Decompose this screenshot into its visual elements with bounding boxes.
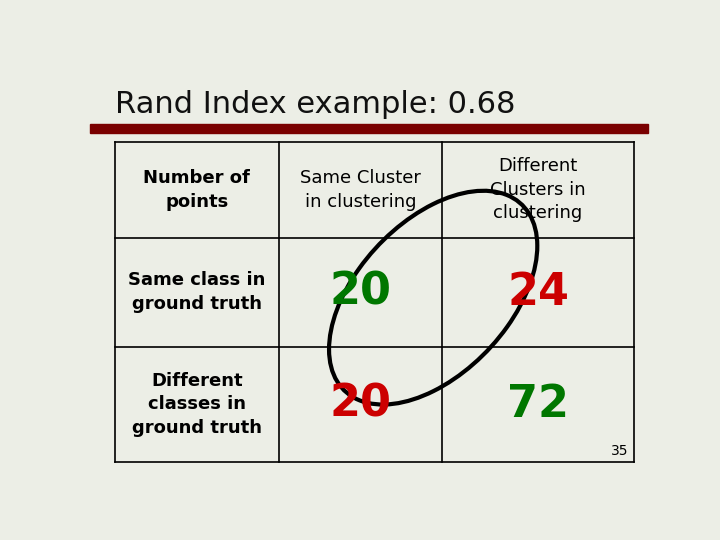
Text: Number of
points: Number of points bbox=[143, 169, 251, 211]
Bar bbox=[90, 124, 648, 133]
Text: 35: 35 bbox=[611, 444, 629, 458]
Text: Same Cluster
in clustering: Same Cluster in clustering bbox=[300, 169, 420, 211]
Text: Different
classes in
ground truth: Different classes in ground truth bbox=[132, 372, 262, 437]
Text: Same class in
ground truth: Same class in ground truth bbox=[128, 272, 266, 313]
Text: 72: 72 bbox=[507, 383, 569, 426]
Text: 20: 20 bbox=[329, 383, 391, 426]
Text: Rand Index example: 0.68: Rand Index example: 0.68 bbox=[115, 90, 516, 119]
Text: Different
Clusters in
clustering: Different Clusters in clustering bbox=[490, 157, 586, 222]
Text: 20: 20 bbox=[329, 271, 391, 314]
Text: 24: 24 bbox=[507, 271, 569, 314]
